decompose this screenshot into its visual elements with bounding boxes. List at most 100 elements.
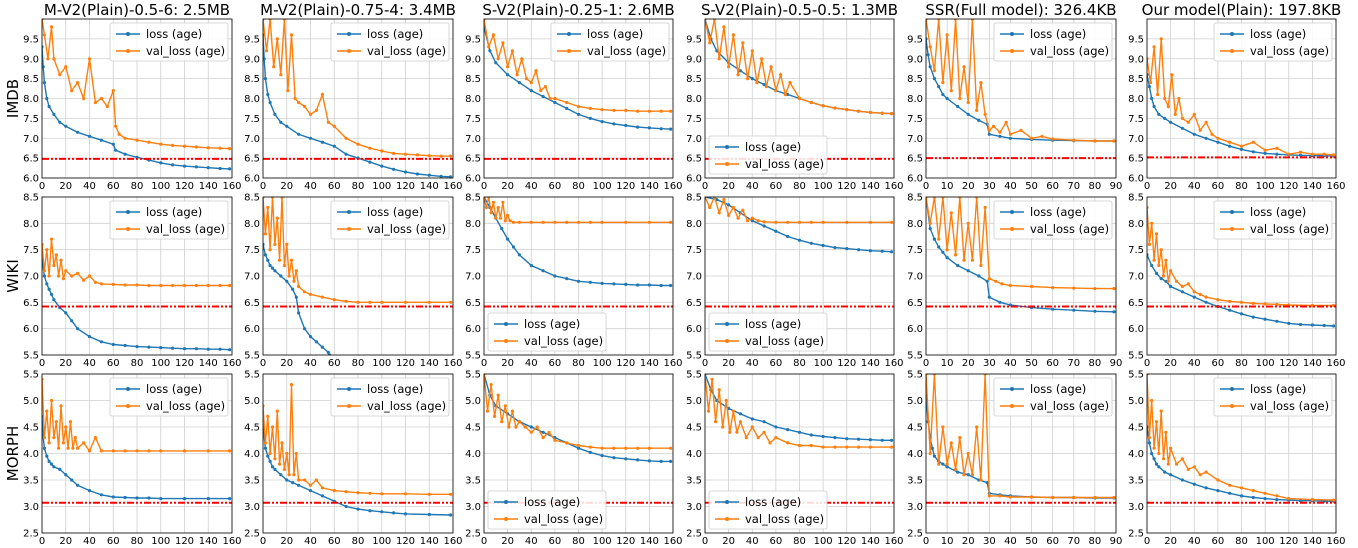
- loss-point: [750, 417, 754, 421]
- y-tick-label: 8.0: [23, 219, 39, 230]
- val-loss-point: [147, 283, 151, 288]
- y-tick-label: 7.5: [244, 245, 260, 256]
- val-loss-point: [529, 220, 533, 224]
- val-loss-point: [833, 445, 837, 449]
- y-tick-label: 7.0: [23, 272, 39, 283]
- x-tick-label: 100: [372, 536, 391, 547]
- loss-point: [845, 437, 849, 441]
- loss-point: [928, 227, 932, 231]
- val-loss-point: [52, 436, 56, 440]
- y-tick-label: 4.5: [465, 423, 481, 434]
- val-loss-point: [962, 65, 966, 69]
- val-loss-point: [949, 211, 953, 215]
- val-loss-point: [82, 96, 86, 101]
- val-loss-point: [1030, 495, 1034, 499]
- y-tick-label: 3.5: [1128, 476, 1144, 487]
- loss-point: [930, 446, 934, 450]
- loss-point: [821, 434, 825, 439]
- val-loss-point: [87, 274, 92, 278]
- loss-point: [356, 507, 360, 511]
- val-loss-point: [42, 269, 47, 273]
- val-loss-point: [1154, 232, 1159, 236]
- x-tick-label: 140: [199, 358, 218, 369]
- val-loss-point: [392, 151, 396, 155]
- loss-point: [1154, 462, 1159, 466]
- loss-point: [636, 458, 640, 462]
- val-loss-point: [1159, 248, 1163, 252]
- loss-point: [279, 120, 283, 124]
- x-tick-label: 20: [1164, 181, 1177, 192]
- loss-point: [945, 256, 949, 260]
- val-loss-point: [1169, 446, 1173, 450]
- x-tick-label: 80: [793, 181, 806, 192]
- x-tick-label: 140: [861, 181, 880, 192]
- val-loss-point: [1228, 483, 1232, 487]
- loss-point: [279, 274, 283, 278]
- legend-marker: [725, 339, 729, 343]
- val-loss-point: [268, 248, 272, 252]
- loss-point: [1251, 495, 1255, 500]
- val-loss-point: [111, 449, 115, 453]
- val-loss-point: [744, 436, 748, 440]
- val-loss-point: [491, 200, 495, 204]
- chart-panel: 0 10 20 30 40 50 60 70 80 90 2.5 3.0 3.5 4.0 4.5 5.0 5.5…: [907, 370, 1122, 548]
- loss-point: [941, 250, 945, 254]
- val-loss-point: [966, 451, 970, 456]
- loss-point: [76, 130, 80, 134]
- loss-point: [669, 127, 673, 131]
- val-loss-point: [182, 144, 187, 148]
- val-loss-point: [624, 108, 628, 112]
- val-loss-point: [523, 425, 527, 429]
- loss-point: [945, 465, 949, 469]
- val-loss-point: [708, 205, 712, 210]
- legend-label: loss (age): [1030, 382, 1086, 396]
- val-loss-point: [320, 92, 324, 97]
- y-tick-label: 8.0: [1128, 94, 1144, 105]
- x-tick-label: 140: [420, 536, 439, 547]
- loss-point: [1180, 126, 1184, 130]
- chart-panel: 0 20 40 60 80 100 120 140 160 6.0 6.5 7.0 7.5 8.0 8.5 9…: [1128, 18, 1346, 192]
- val-loss-point: [857, 445, 861, 449]
- loss-point: [1093, 309, 1097, 313]
- val-loss-point: [45, 409, 49, 413]
- val-loss-point: [356, 491, 360, 495]
- x-tick-label: 90: [1110, 181, 1123, 192]
- loss-point: [268, 263, 272, 268]
- x-tick-label: 40: [83, 536, 96, 547]
- val-loss-point: [636, 446, 640, 450]
- val-loss-point: [493, 414, 497, 418]
- y-tick-label: 7.5: [686, 245, 702, 256]
- val-loss-point: [937, 237, 941, 241]
- loss-point: [87, 134, 92, 138]
- x-tick-label: 0: [481, 181, 487, 192]
- y-tick-label: 6.0: [23, 174, 39, 185]
- y-tick-label: 8.0: [23, 94, 39, 105]
- val-loss-point: [1239, 144, 1244, 148]
- val-loss-point: [774, 89, 778, 93]
- x-tick-label: 120: [837, 536, 856, 547]
- x-tick-label: 100: [1256, 536, 1275, 547]
- legend-marker: [725, 517, 729, 521]
- loss-point: [659, 127, 663, 131]
- x-tick-label: 80: [131, 536, 144, 547]
- val-loss-point: [1148, 81, 1153, 85]
- val-loss-point: [954, 253, 958, 257]
- val-loss-point: [105, 104, 109, 109]
- x-tick-label: 60: [1212, 358, 1225, 369]
- loss-point: [42, 65, 45, 69]
- x-tick-label: 0: [923, 358, 929, 369]
- val-loss-point: [945, 33, 949, 37]
- y-tick-label: 7.0: [244, 272, 260, 283]
- y-tick-label: 5.5: [686, 370, 702, 381]
- y-tick-label: 4.0: [465, 449, 481, 460]
- loss-point: [123, 495, 127, 500]
- y-tick-label: 7.5: [244, 114, 260, 125]
- val-loss-point: [755, 81, 759, 85]
- plot-frame: [41, 196, 233, 356]
- val-loss-point: [314, 478, 318, 482]
- val-loss-point: [52, 57, 56, 61]
- legend-marker: [504, 339, 508, 343]
- loss-point: [42, 81, 47, 85]
- loss-point: [1150, 96, 1154, 101]
- legend-label: loss (age): [1030, 205, 1086, 219]
